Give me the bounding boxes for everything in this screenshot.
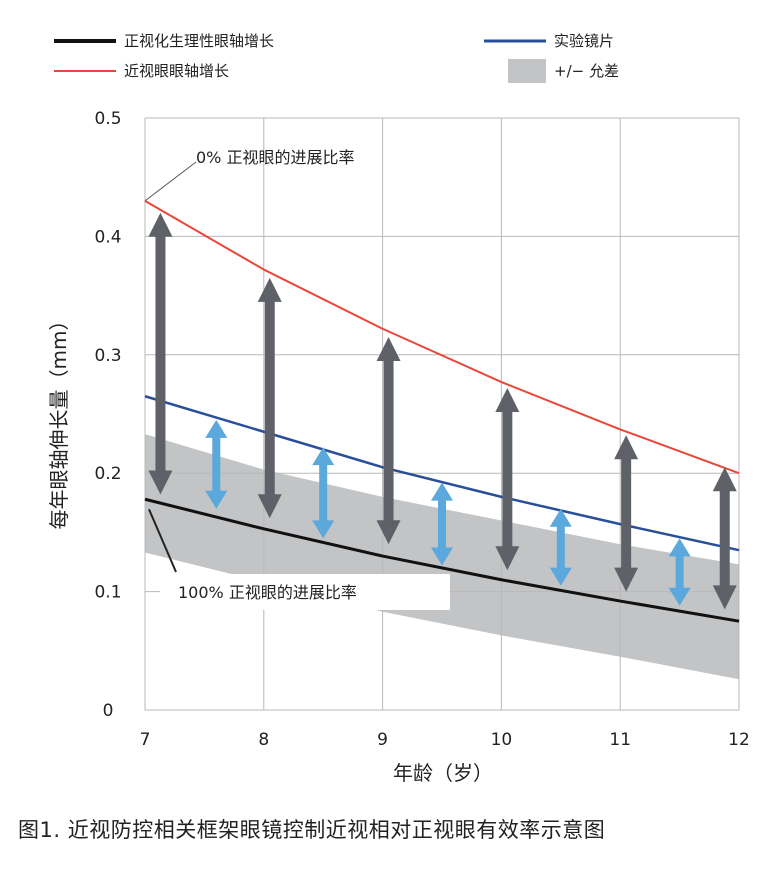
figure-caption: 图1. 近视防控相关框架眼镜控制近视相对正视眼有效率示意图	[18, 818, 606, 842]
myopia-gap-arrow-0-shaft	[155, 235, 166, 472]
y-tick-label: 0.5	[94, 109, 121, 129]
x-tick-label: 9	[377, 730, 388, 750]
lens-effect-arrow-0-shaft	[212, 436, 221, 492]
x-tick-label: 10	[491, 730, 513, 750]
annotation-leader-top	[144, 161, 197, 202]
annotation-top: 0% 正视眼的进展比率	[196, 148, 354, 167]
lens-effect-arrow-4-head-up	[668, 538, 691, 557]
myopia-gap-arrow-0-head-down	[148, 470, 173, 495]
myopia-gap-arrow-5-head-down	[712, 585, 737, 610]
legend-swatch-3	[508, 59, 546, 83]
annotation-bottom: 100% 正视眼的进展比率	[178, 583, 357, 602]
myopia-gap-arrow-2-shaft	[383, 360, 394, 522]
lens-effect-arrow-1-head-down	[312, 520, 335, 539]
myopia-gap-arrow-4-head-up	[614, 435, 639, 460]
y-tick-label: 0.3	[94, 346, 121, 366]
y-tick-label: 0.4	[94, 227, 121, 247]
legend-label-0: 正视化生理性眼轴增长	[124, 32, 274, 50]
legend-label-2: 实验镜片	[554, 32, 614, 50]
legend-label-3: +/− 允差	[554, 62, 619, 80]
series-line-2	[144, 395, 740, 552]
myopia-gap-arrow-3-head-down	[495, 546, 520, 571]
series-line-1	[144, 200, 740, 475]
myopia-gap-arrow-1-head-up	[257, 277, 282, 302]
myopia-gap-arrow-4-shaft	[621, 458, 632, 569]
y-tick-label: 0	[103, 701, 114, 721]
myopia-gap-arrow-1-shaft	[264, 300, 275, 496]
lens-effect-arrow-2-head-down	[431, 547, 453, 566]
x-tick-label: 11	[609, 730, 631, 750]
x-tick-label: 7	[140, 730, 151, 750]
lens-effect-arrow-1-head-up	[312, 447, 335, 466]
legend-label-1: 近视眼眼轴增长	[124, 62, 229, 80]
lens-effect-arrow-0-head-up	[205, 419, 228, 438]
myopia-gap-arrow-5-shaft	[719, 490, 730, 587]
plot-area: 0% 正视眼的进展比率 100% 正视眼的进展比率 0 0.1 0.2 0.3 0.4 0.5…	[94, 109, 749, 750]
myopia-gap-arrow-5-head-up	[712, 467, 737, 492]
y-tick-label: 0.1	[94, 583, 121, 603]
lens-effect-arrow-2-shaft	[438, 499, 446, 549]
annotation-bottom-bg	[160, 574, 450, 610]
myopia-gap-arrow-3-shaft	[502, 410, 513, 548]
myopia-gap-arrow-0-head-up	[148, 212, 173, 237]
lens-effect-arrow-3-head-up	[549, 508, 572, 527]
x-tick-label: 8	[258, 730, 269, 750]
lens-effect-arrow-4-shaft	[675, 555, 684, 589]
myopia-gap-arrow-4-head-down	[614, 567, 639, 592]
series-line-0	[144, 497, 740, 623]
myopia-gap-arrow-1-head-down	[257, 494, 282, 519]
lens-effect-arrow-0-head-down	[205, 490, 228, 509]
lens-effect-arrow-2-head-up	[431, 482, 453, 501]
myopia-gap-arrow-3-head-up	[495, 387, 520, 412]
lens-effect-arrow-3-head-down	[549, 567, 572, 586]
x-axis-label: 年龄（岁）	[393, 761, 493, 785]
myopia-gap-arrow-2-head-down	[376, 520, 401, 545]
x-tick-label: 12	[728, 730, 750, 750]
myopia-gap-arrow-2-head-up	[376, 337, 401, 362]
annotation-leader-bottom	[148, 508, 177, 573]
y-tick-label: 0.2	[94, 464, 121, 484]
lens-effect-arrow-4-head-down	[668, 587, 691, 606]
y-axis-label: 每年眼轴伸长量（mm）	[47, 311, 71, 530]
lens-effect-arrow-1-shaft	[319, 464, 328, 522]
lens-effect-arrow-3-shaft	[556, 525, 565, 569]
